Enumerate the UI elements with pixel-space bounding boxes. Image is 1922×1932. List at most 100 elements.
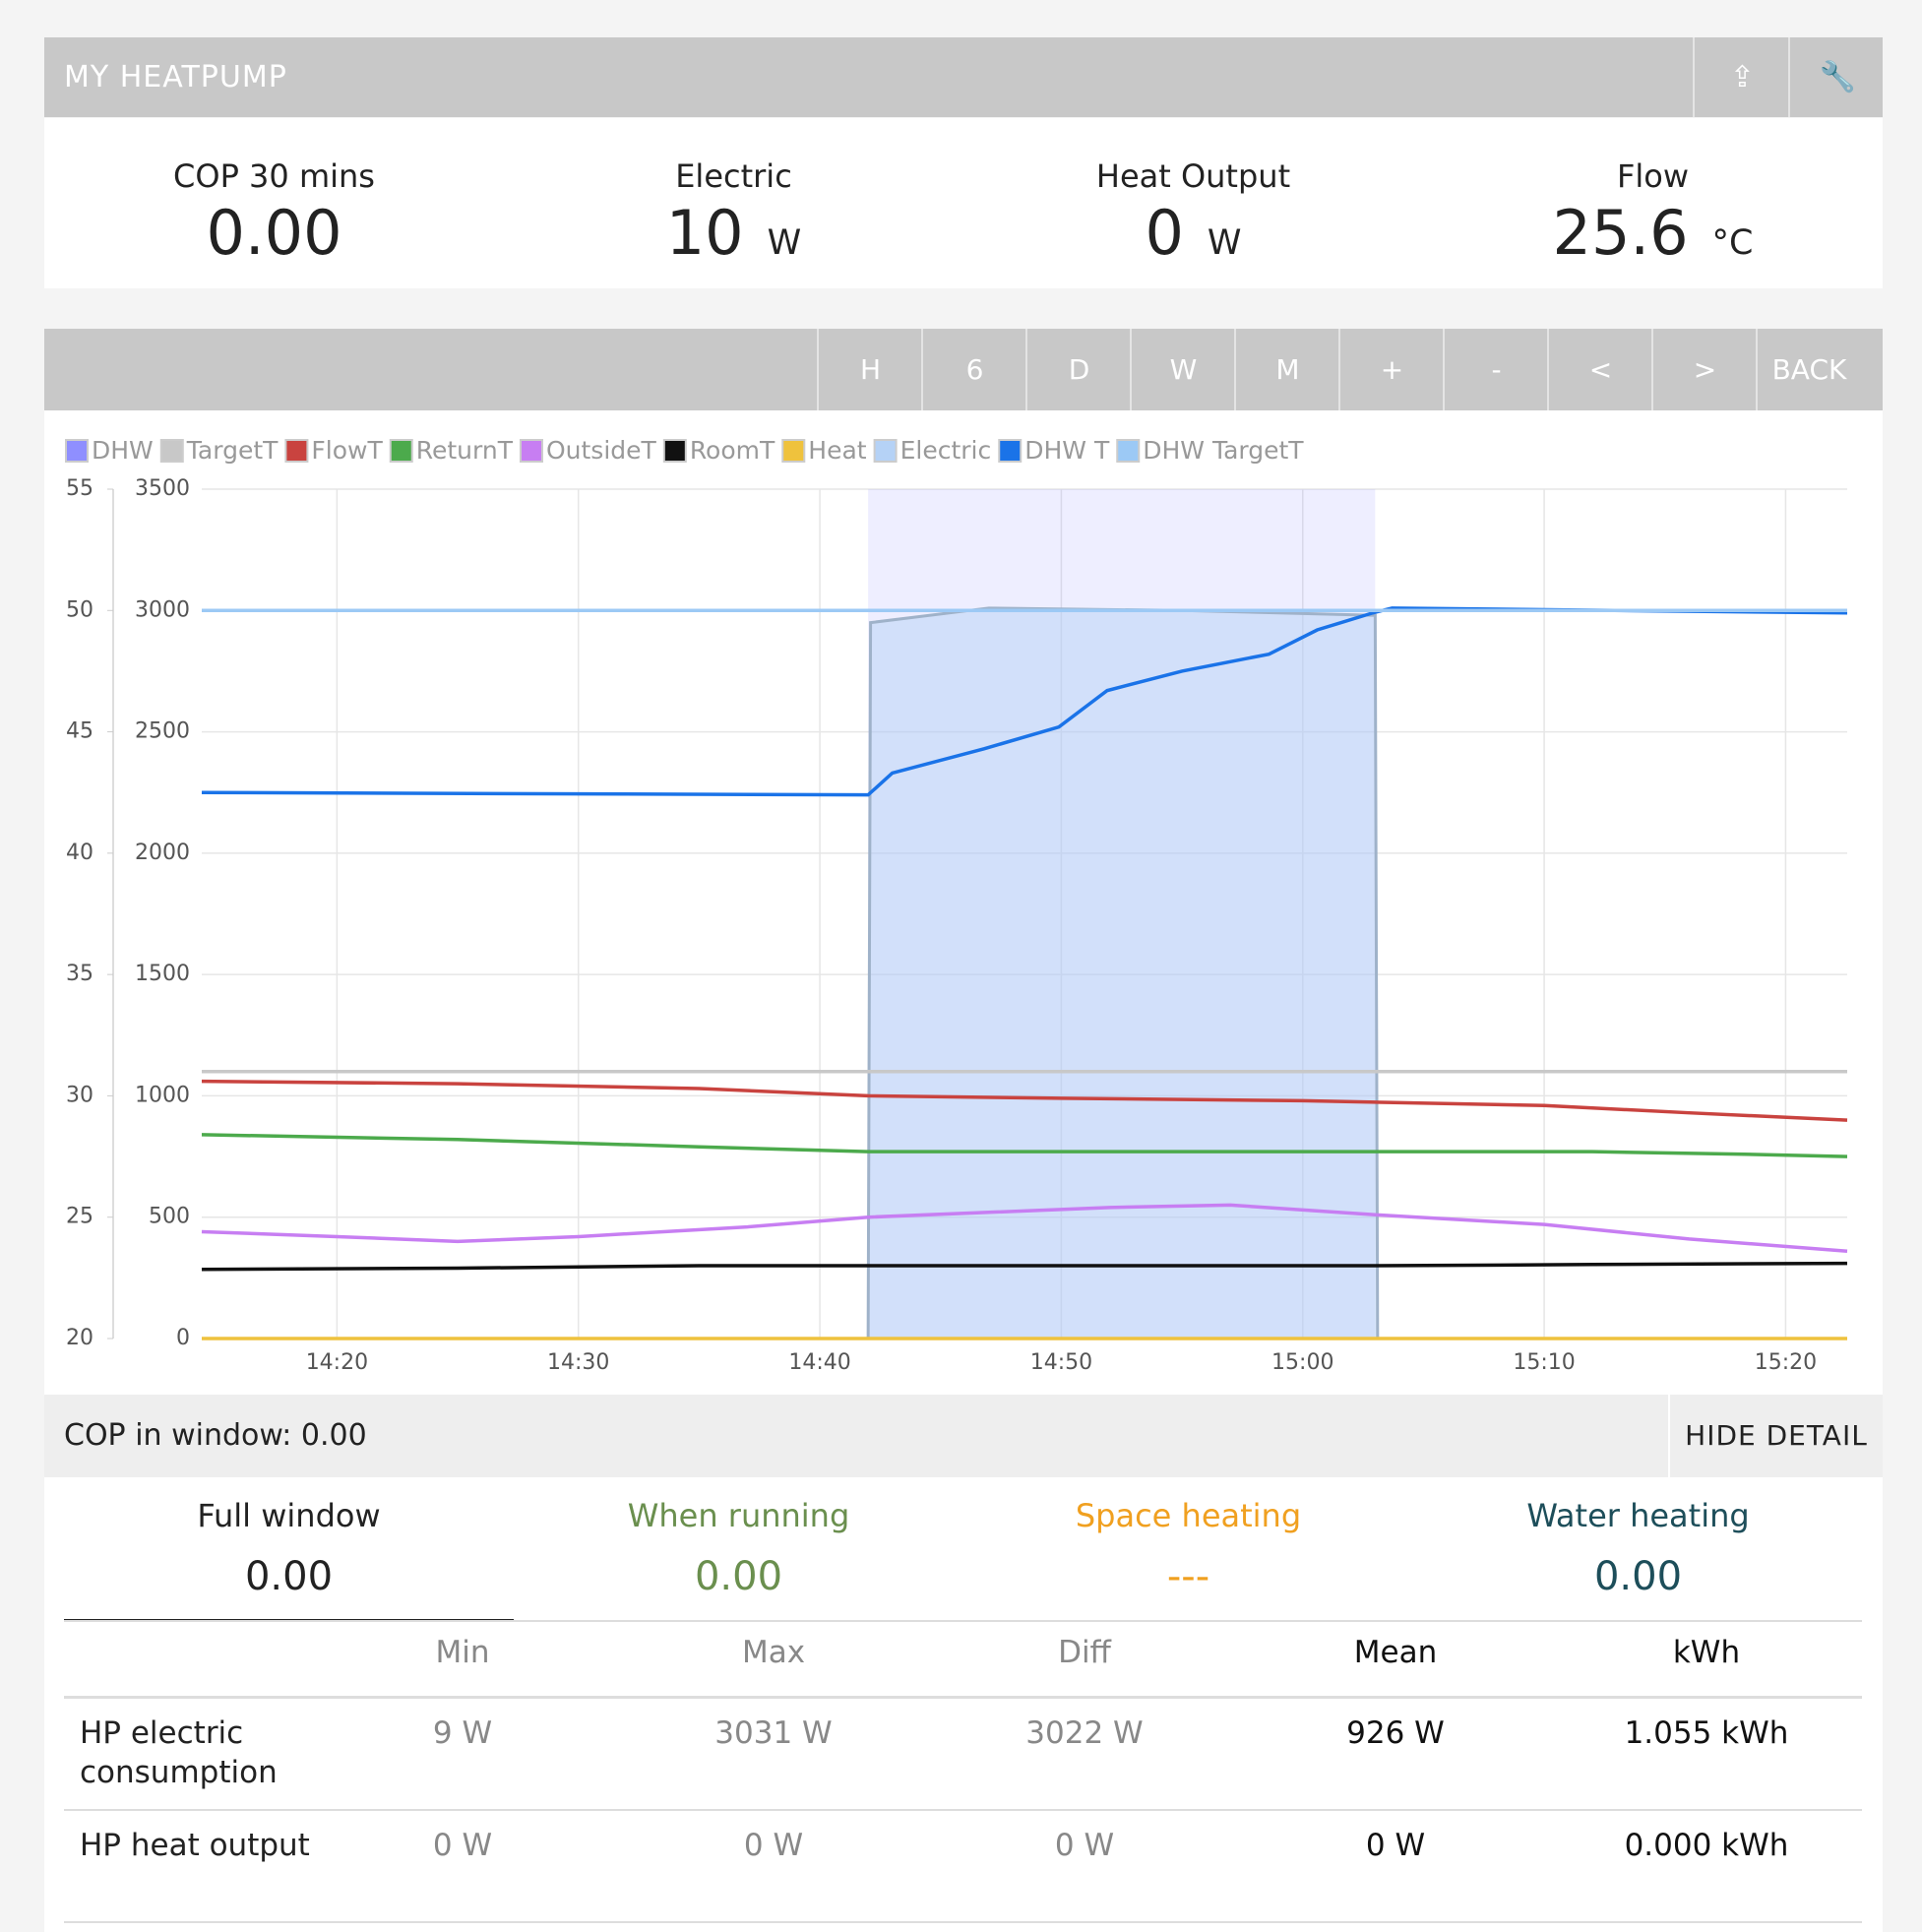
legend-swatch [519, 439, 543, 463]
x-tick-label: 15:10 [1513, 1350, 1575, 1375]
stat-label: Flow [1616, 157, 1690, 195]
legend-label: Electric [900, 436, 992, 465]
range-button[interactable]: > [1651, 329, 1757, 410]
stat-label: Heat Output [1095, 157, 1291, 195]
legend-swatch [284, 439, 309, 463]
range-button[interactable]: + [1338, 329, 1444, 410]
cop-window-label: COP in window: [64, 1418, 292, 1453]
legend-label: Heat [808, 436, 866, 465]
chart: 20 25 30 35 40 45 50 55 0 500 1000 1500 2000 2500 3000… [44, 410, 1883, 1395]
y2-tick-label: 3000 [135, 597, 190, 622]
tab[interactable]: Space heating --- [963, 1497, 1413, 1599]
table-cell: 926 W [1346, 1715, 1445, 1751]
range-button[interactable]: W [1130, 329, 1235, 410]
divider [64, 1921, 1862, 1923]
legend-swatch [781, 439, 806, 463]
stat-value-row: 25.6 °C [1423, 197, 1883, 269]
y-tick-label: 45 [66, 719, 93, 744]
series-line [201, 1261, 1848, 1272]
hide-detail-button[interactable]: HIDE DETAIL [1668, 1395, 1883, 1477]
divider [64, 1696, 1862, 1699]
tab[interactable]: Full window 0.00 [64, 1497, 514, 1599]
table-header: Diff [1058, 1635, 1111, 1670]
legend-swatch [1116, 439, 1141, 463]
row-label: HP heat output [80, 1828, 310, 1863]
table-cell: 0 W [1365, 1828, 1426, 1863]
y2-tick-label: 2000 [135, 841, 190, 865]
settings-icon[interactable]: 🔧 [1788, 37, 1886, 117]
cop-window-value: 0.00 [300, 1418, 367, 1453]
row-label: HP electric consumption [80, 1715, 278, 1790]
x-tick-label: 14:20 [306, 1350, 368, 1375]
y2-tick-label: 1000 [135, 1083, 190, 1107]
legend-label: DHW TargetT [1143, 436, 1304, 465]
table-header: Max [741, 1635, 806, 1670]
divider [64, 1620, 1862, 1622]
y2-tick-label: 2500 [135, 719, 190, 744]
legend-label: DHW [92, 436, 154, 465]
legend-swatch [873, 439, 898, 463]
tab[interactable]: When running 0.00 [514, 1497, 963, 1599]
toolbar: H 6 D W M + - < > BACK [44, 329, 1883, 410]
legend-swatch [389, 439, 413, 463]
stat-value: 0 [1145, 197, 1184, 269]
legend-label: OutsideT [546, 436, 657, 465]
series-line [201, 1133, 1848, 1158]
series-line [201, 1203, 1848, 1253]
range-button[interactable]: BACK [1756, 329, 1861, 410]
legend-label: FlowT [311, 436, 383, 465]
tab-label: Water heating [1526, 1497, 1750, 1534]
table-cell: 1.055 kWh [1624, 1715, 1789, 1751]
range-button[interactable]: H [817, 329, 922, 410]
legend-label: TargetT [186, 436, 279, 465]
table-cell: 0 W [1054, 1828, 1115, 1863]
range-button[interactable]: < [1547, 329, 1652, 410]
detail: Full window 0.00 When running 0.00 Space hea… [44, 1477, 1883, 1932]
stat: Electric 10 W [504, 118, 963, 269]
header: MY HEATPUMP ⇪ 🔧 [44, 37, 1883, 117]
table-cell: 0 W [432, 1828, 493, 1863]
share-icon[interactable]: ⇪ [1693, 37, 1790, 117]
table-cell: 3022 W [1025, 1715, 1144, 1751]
header-title: MY HEATPUMP [64, 60, 287, 94]
table-cell: 3031 W [714, 1715, 833, 1751]
legend-swatch [65, 439, 89, 463]
divider [64, 1809, 1862, 1811]
tab-value: --- [1166, 1554, 1210, 1599]
tab[interactable]: Water heating 0.00 [1413, 1497, 1863, 1599]
x-tick-label: 14:30 [547, 1350, 609, 1375]
range-button[interactable]: - [1443, 329, 1548, 410]
legend-swatch [662, 439, 687, 463]
tab-label: Space heating [1075, 1497, 1302, 1534]
tab-value: 0.00 [244, 1554, 334, 1599]
table-cell: 0 W [743, 1828, 804, 1863]
legend-swatch [159, 439, 184, 463]
legend-swatch [998, 439, 1023, 463]
tab-value: 0.00 [694, 1554, 783, 1599]
range-button[interactable]: M [1234, 329, 1339, 410]
stat-value-row: 10 W [504, 197, 963, 269]
x-tick-label: 14:40 [788, 1350, 850, 1375]
y2-tick-label: 500 [149, 1205, 190, 1229]
stats: COP 30 mins 0.00 Electric 10 W Heat Output 0 W F… [44, 118, 1883, 288]
y-tick-label: 35 [66, 962, 93, 986]
y2-tick-label: 0 [176, 1326, 190, 1350]
legend-label: RoomT [690, 436, 775, 465]
range-button[interactable]: D [1025, 329, 1131, 410]
table-cell: 9 W [432, 1715, 493, 1751]
table-header: Min [435, 1635, 490, 1670]
table-header: Mean [1353, 1635, 1438, 1670]
y-tick-label: 25 [66, 1205, 93, 1229]
stat-label: COP 30 mins [173, 157, 375, 195]
stat-unit: °C [1711, 223, 1754, 263]
stat-value: 25.6 [1552, 197, 1689, 269]
stat-value: 10 [665, 197, 744, 269]
stat-unit: W [767, 223, 802, 263]
stat: COP 30 mins 0.00 [44, 118, 504, 269]
table-header: kWh [1672, 1635, 1741, 1670]
legend-label: ReturnT [416, 436, 514, 465]
range-button[interactable]: 6 [921, 329, 1026, 410]
tab-value: 0.00 [1593, 1554, 1683, 1599]
window-bar: COP in window: 0.00 HIDE DETAIL [44, 1395, 1883, 1477]
